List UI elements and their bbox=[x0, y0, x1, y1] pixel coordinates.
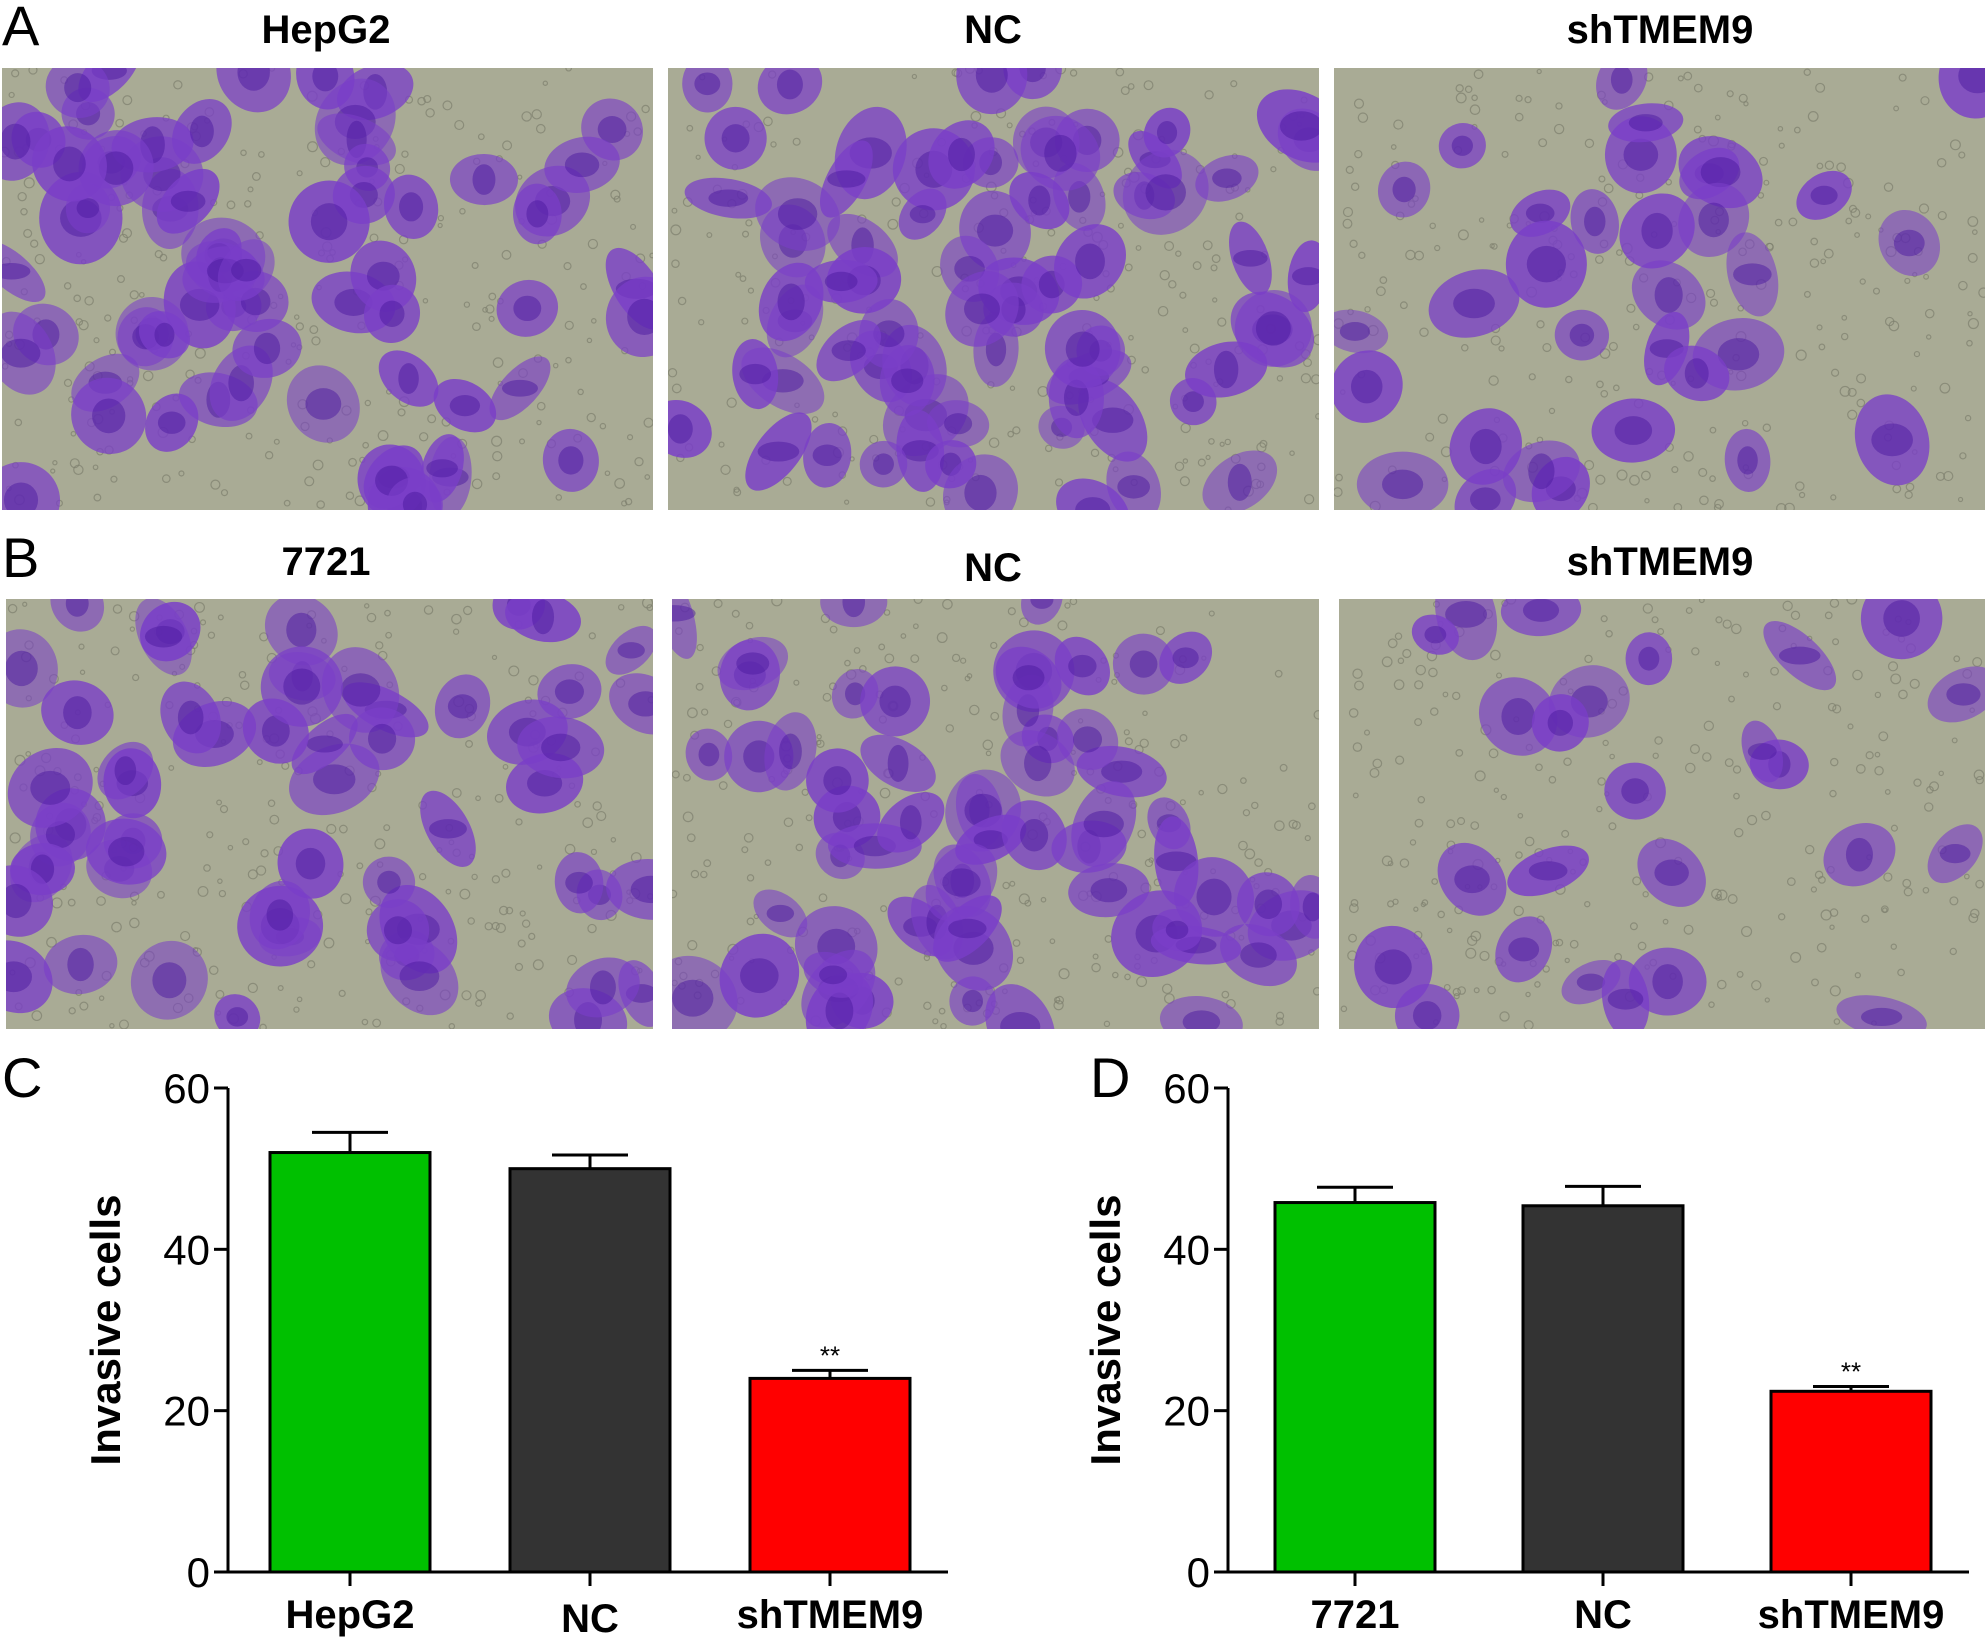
micrograph-a-3 bbox=[1334, 68, 1985, 510]
image-title-a-1: HepG2 bbox=[261, 8, 391, 52]
image-title-b-1: 7721 bbox=[281, 540, 371, 584]
micrograph-texture bbox=[1334, 68, 1985, 510]
bar-chart-c: Invasive cells 0 20 40 60 HepG2 NC shTMEM9 ** bbox=[0, 1060, 960, 1645]
y-tick-label: 20 bbox=[1163, 1388, 1210, 1435]
x-tick-label: shTMEM9 bbox=[1758, 1593, 1945, 1637]
panel-letter-a: A bbox=[2, 0, 40, 57]
x-tick-label: HepG2 bbox=[286, 1593, 415, 1637]
micrograph-texture bbox=[2, 68, 653, 510]
micrograph-b-1 bbox=[6, 599, 653, 1029]
bar-hepg2 bbox=[268, 1151, 432, 1574]
y-axis-label: Invasive cells bbox=[1082, 1195, 1129, 1466]
bar-shtmem9 bbox=[1769, 1389, 1933, 1574]
micrograph-texture bbox=[672, 599, 1319, 1029]
panel-letter-b: B bbox=[2, 526, 40, 589]
y-tick-label: 40 bbox=[1163, 1226, 1210, 1273]
x-tick-label: shTMEM9 bbox=[737, 1593, 924, 1637]
x-tick-label: NC bbox=[561, 1597, 619, 1641]
bar-nc bbox=[1521, 1204, 1685, 1574]
x-tick-label: 7721 bbox=[1311, 1593, 1400, 1637]
y-axis-label: Invasive cells bbox=[82, 1195, 129, 1466]
y-tick-label: 0 bbox=[1187, 1549, 1210, 1596]
bar-chart-c-svg: Invasive cells 0 20 40 60 HepG2 NC shTMEM9 ** bbox=[82, 1065, 948, 1641]
image-title-b-3: shTMEM9 bbox=[1566, 540, 1754, 584]
micrograph-b-2 bbox=[672, 599, 1319, 1029]
significance-label: ** bbox=[1841, 1356, 1861, 1386]
y-tick-label: 40 bbox=[163, 1226, 210, 1273]
bar-nc bbox=[508, 1167, 672, 1574]
panel-letter-c: C bbox=[2, 1046, 43, 1109]
y-tick-label: 20 bbox=[163, 1388, 210, 1435]
micrograph-texture bbox=[668, 68, 1319, 510]
image-title-a-2: NC bbox=[964, 8, 1022, 52]
bar-chart-d: Invasive cells 0 20 40 60 7721 NC shTMEM9 ** bbox=[1010, 1060, 1980, 1645]
micrograph-texture bbox=[1339, 599, 1985, 1029]
x-tick-label: NC bbox=[1574, 1593, 1632, 1637]
bar-7721 bbox=[1273, 1201, 1437, 1574]
image-title-a-3: shTMEM9 bbox=[1566, 8, 1754, 52]
y-tick-label: 0 bbox=[187, 1549, 210, 1596]
bar-chart-d-svg: Invasive cells 0 20 40 60 7721 NC shTMEM9 ** bbox=[1082, 1065, 1969, 1637]
micrograph-a-2 bbox=[668, 68, 1319, 510]
y-tick-label: 60 bbox=[1163, 1065, 1210, 1112]
micrograph-texture bbox=[6, 599, 653, 1029]
bar-shtmem9 bbox=[748, 1376, 912, 1574]
significance-label: ** bbox=[820, 1340, 840, 1370]
image-title-b-2: NC bbox=[964, 546, 1022, 590]
micrograph-b-3 bbox=[1339, 599, 1985, 1029]
y-tick-label: 60 bbox=[163, 1065, 210, 1112]
micrograph-a-1 bbox=[2, 68, 653, 510]
panel-letter-d: D bbox=[1090, 1046, 1131, 1109]
